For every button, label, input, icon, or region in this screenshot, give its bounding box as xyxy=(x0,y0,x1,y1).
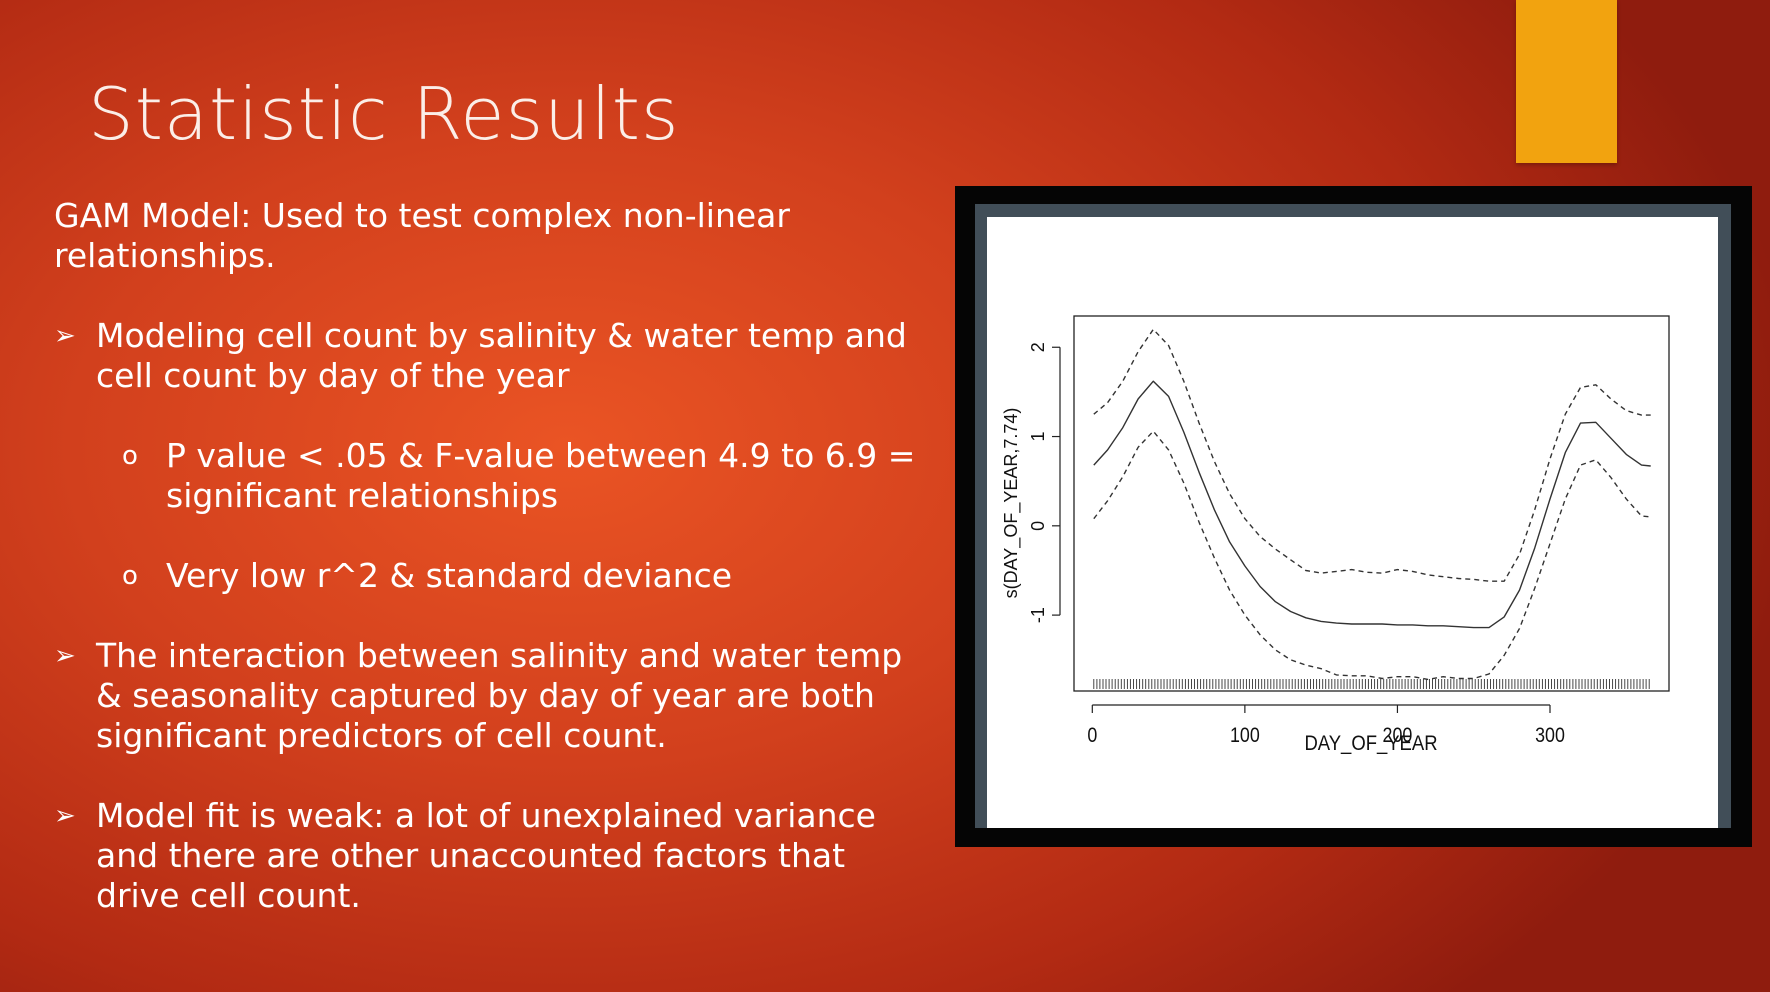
arrow-bullet-icon: ➢ xyxy=(54,321,76,351)
arrow-bullet-icon: ➢ xyxy=(54,641,76,671)
sub-bullet-text: Very low r^2 & standard deviance xyxy=(166,556,733,595)
x-tick-label: 0 xyxy=(1087,724,1097,748)
gam-plot: 0 100 200 300 -1 0 1 2 DAY_OF_YEAR s(DAY_OF_YEA… xyxy=(987,217,1718,828)
circle-bullet-icon: o xyxy=(122,561,138,591)
y-tick-label: 1 xyxy=(1028,432,1048,442)
bullet-text: Modeling cell count by salinity & water … xyxy=(96,316,907,395)
sub-bullet-text: P value < .05 & F-value between 4.9 to 6… xyxy=(166,436,916,515)
bullet-modeling: ➢ Modeling cell count by salinity & wate… xyxy=(54,316,924,396)
sub-bullet-r2: o Very low r^2 & standard deviance xyxy=(122,556,924,596)
bullet-interaction: ➢ The interaction between salinity and w… xyxy=(54,636,924,756)
bullet-text: The interaction between salinity and wat… xyxy=(96,636,903,755)
x-tick-label: 300 xyxy=(1535,724,1565,748)
accent-bar xyxy=(1516,0,1617,163)
bullet-model-fit: ➢ Model fit is weak: a lot of unexplaine… xyxy=(54,796,924,916)
figure-border: 0 100 200 300 -1 0 1 2 DAY_OF_YEAR s(DAY_OF_YEA… xyxy=(975,204,1731,828)
y-tick-label: -1 xyxy=(1028,607,1048,623)
smooth-line xyxy=(1093,380,1651,629)
x-tick-label: 100 xyxy=(1230,724,1260,748)
arrow-bullet-icon: ➢ xyxy=(54,801,76,831)
plot-area xyxy=(1073,315,1670,692)
sub-bullet-pvalue: o P value < .05 & F-value between 4.9 to… xyxy=(122,436,924,516)
gam-smooth-chart: 0 100 200 300 -1 0 1 2 DAY_OF_YEAR s(DAY_OF_YEA… xyxy=(1001,315,1670,755)
lower-confidence-line xyxy=(1093,430,1651,681)
upper-confidence-line xyxy=(1093,328,1651,582)
y-tick-label: 0 xyxy=(1028,521,1048,531)
x-tick-label: 200 xyxy=(1383,724,1413,748)
intro-paragraph: GAM Model: Used to test complex non-line… xyxy=(54,196,790,275)
bullet-text: Model fit is weak: a lot of unexplained … xyxy=(96,796,876,915)
slide-body: GAM Model: Used to test complex non-line… xyxy=(54,196,924,956)
circle-bullet-icon: o xyxy=(122,441,138,471)
x-axis-label: DAY_OF_YEAR xyxy=(1304,732,1437,755)
figure-frame: 0 100 200 300 -1 0 1 2 DAY_OF_YEAR s(DAY_OF_YEA… xyxy=(955,186,1752,847)
slide-title: Statistic Results xyxy=(88,72,680,156)
rug-marks xyxy=(1093,679,1650,689)
y-tick-label: 2 xyxy=(1028,342,1048,352)
y-axis-label: s(DAY_OF_YEAR,7.74) xyxy=(1001,408,1022,599)
